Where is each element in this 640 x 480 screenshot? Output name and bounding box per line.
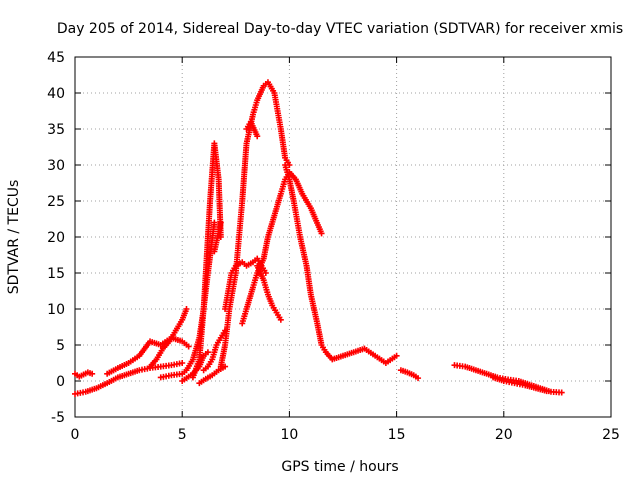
data-series-arc-q <box>397 367 422 382</box>
data-series-arc-k <box>217 79 293 370</box>
data-point <box>179 360 186 366</box>
data-series-arc-s <box>490 374 550 395</box>
y-tick-label: 40 <box>47 86 65 102</box>
data-series-arc-i <box>200 327 229 374</box>
data-series-arc-p <box>282 162 400 366</box>
data-series-arc-j <box>211 219 224 255</box>
data-series-arc-n <box>254 262 284 323</box>
y-tick-label: 15 <box>47 266 65 282</box>
y-axis-label: SDTVAR / TECUs <box>6 180 22 295</box>
data-point <box>217 234 224 240</box>
y-tick-label: 10 <box>47 302 65 318</box>
x-axis-label: GPS time / hours <box>281 459 398 475</box>
y-tick-label: 25 <box>47 194 65 210</box>
x-tick-label: 15 <box>388 427 406 443</box>
data-point <box>318 230 325 237</box>
y-tick-label: 20 <box>47 230 65 246</box>
x-tick-label: 25 <box>602 427 620 443</box>
data-point <box>217 219 224 226</box>
grid-lines <box>75 57 611 417</box>
data-series-arc-h <box>196 363 229 387</box>
data-series-arc-c <box>104 334 192 377</box>
x-tick-label: 5 <box>178 427 187 443</box>
data-point <box>415 375 422 382</box>
x-tick-label: 10 <box>280 427 298 443</box>
data-point <box>543 388 550 395</box>
data-point <box>277 316 284 323</box>
y-tick-label: 45 <box>47 50 65 66</box>
data-series-arc-a <box>72 369 96 380</box>
data-point <box>254 133 261 140</box>
data-point <box>89 370 96 377</box>
data-series-arc-g <box>179 349 211 384</box>
x-tick-label: 20 <box>495 427 513 443</box>
data-point <box>558 389 565 396</box>
data-series-arc-d <box>147 306 190 370</box>
y-tick-label: -5 <box>51 410 65 426</box>
data-series-arc-l <box>222 255 269 312</box>
data-points <box>72 79 565 397</box>
data-point <box>183 306 190 312</box>
data-series-arc-o <box>243 118 261 140</box>
y-tick-label: 30 <box>47 158 65 174</box>
y-tick-label: 0 <box>56 374 65 390</box>
data-point <box>204 349 211 356</box>
chart-title: Day 205 of 2014, Sidereal Day-to-day VTE… <box>57 21 623 37</box>
data-point <box>262 270 269 276</box>
data-point <box>211 219 218 226</box>
data-point <box>393 352 400 359</box>
y-tick-label: 5 <box>56 338 65 354</box>
data-series-arc-m <box>239 169 325 327</box>
data-series-arc-e <box>157 219 218 381</box>
data-point <box>185 343 192 350</box>
x-tick-label: 0 <box>71 427 80 443</box>
y-tick-label: 35 <box>47 122 65 138</box>
axis-ticks: 0 5 10 15 20 25 -5 0 5 10 15 20 25 30 35 40 45 <box>47 50 620 443</box>
